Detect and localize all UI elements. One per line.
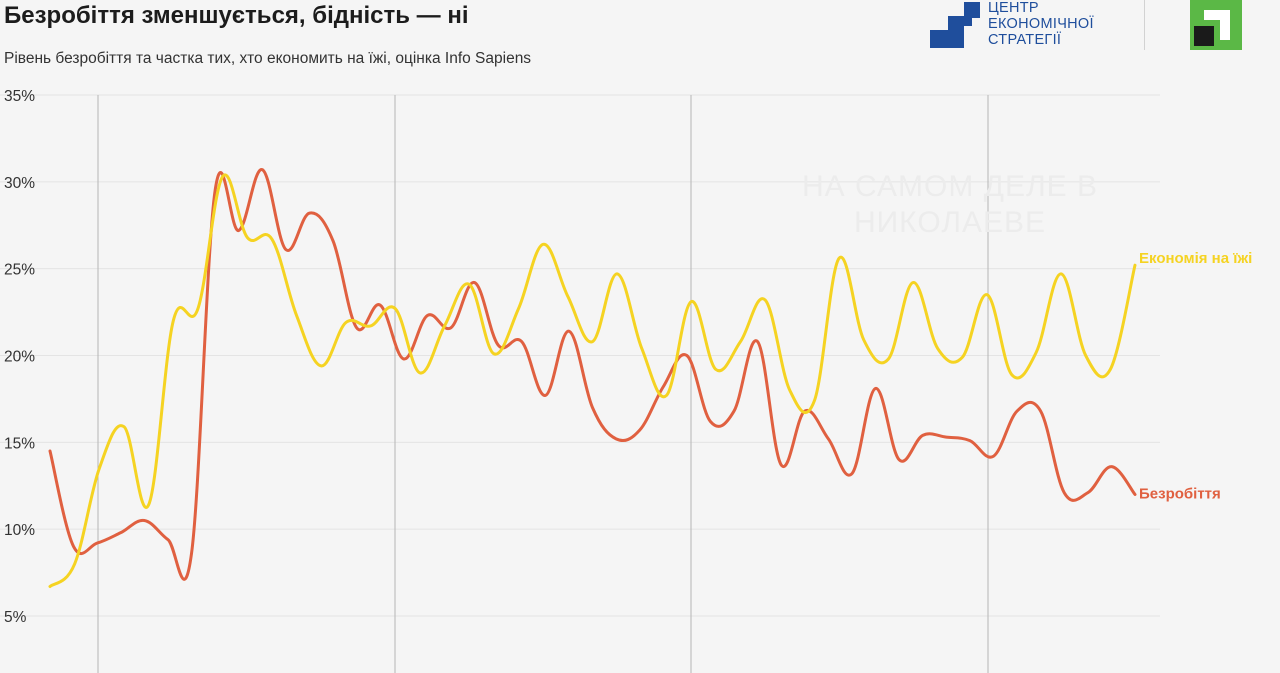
ces-line-2: ЕКОНОМІЧНОЇ xyxy=(988,16,1094,32)
series-line-food-savings xyxy=(48,173,1137,588)
logo-divider xyxy=(1144,0,1145,50)
ces-squares-icon xyxy=(930,2,980,48)
y-tick-label: 5% xyxy=(4,609,27,626)
privatbank-icon xyxy=(1190,0,1242,50)
y-tick-label: 15% xyxy=(4,435,35,452)
y-tick-label: 35% xyxy=(4,88,35,105)
ces-line-3: СТРАТЕГІЇ xyxy=(988,32,1062,48)
y-tick-label: 25% xyxy=(4,262,35,279)
ces-line-1: ЦЕНТР xyxy=(988,0,1039,16)
chart-subtitle: Рівень безробіття та частка тих, хто еко… xyxy=(4,50,532,67)
series-label-unemployment: Безробіття xyxy=(1139,485,1221,502)
watermark-line-2: НИКОЛАЕВЕ xyxy=(854,206,1046,239)
ces-logo-text: ЦЕНТР ЕКОНОМІЧНОЇ СТРАТЕГІЇ xyxy=(988,0,1094,48)
ces-logo: ЦЕНТР ЕКОНОМІЧНОЇ СТРАТЕГІЇ xyxy=(930,0,1120,52)
tick-layer: 5% 10% 15% 20% 25% 30% 35% xyxy=(4,88,35,626)
watermark: НА САМОМ ДЕЛЕ В НИКОЛАЕВЕ xyxy=(802,170,1098,239)
series-layer xyxy=(48,168,1137,588)
watermark-line-1: НА САМОМ ДЕЛЕ В xyxy=(802,170,1098,203)
y-tick-label: 20% xyxy=(4,349,35,366)
y-tick-label: 10% xyxy=(4,522,35,539)
label-layer: Безробіття Економія на їжі xyxy=(1139,250,1252,502)
series-label-food-savings: Економія на їжі xyxy=(1139,250,1252,267)
y-tick-label: 30% xyxy=(4,175,35,192)
chart-title: Безробіття зменшується, бідність — ні xyxy=(4,2,469,29)
